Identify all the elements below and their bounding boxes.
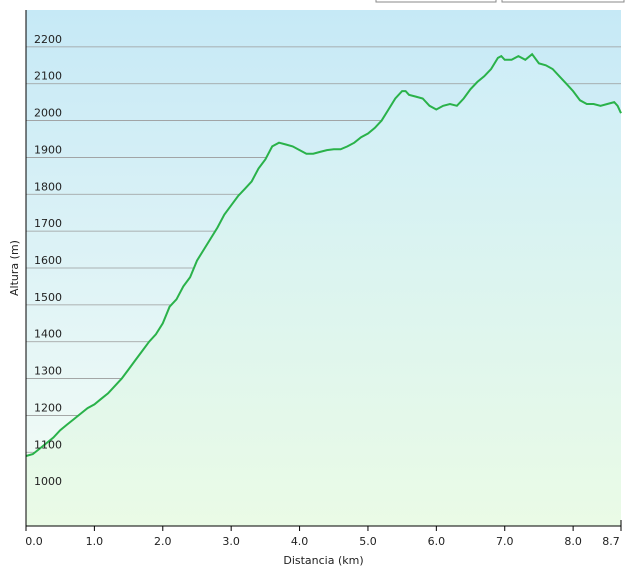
x-tick-label: 4.0: [291, 535, 309, 548]
x-tick-label: 8.0: [564, 535, 582, 548]
y-tick-label: 1500: [34, 291, 62, 304]
x-tick-label: 3.0: [222, 535, 240, 548]
y-tick-label: 1800: [34, 180, 62, 193]
y-tick-label: 2000: [34, 107, 62, 120]
x-tick-label: 8.7: [602, 535, 620, 548]
elevation-line: [25, 52, 622, 457]
top-tab-left[interactable]: [375, 0, 497, 3]
y-tick-label: 2200: [34, 33, 62, 46]
y-tick-label: 1300: [34, 365, 62, 378]
y-tick-label: 1200: [34, 401, 62, 414]
x-tick-labels: 0.0 1.0 2.0 3.0 4.0 5.0 6.0 7.0 8.0 8.7: [25, 535, 620, 548]
elevation-area: [26, 54, 621, 526]
y-tick-label: 1900: [34, 143, 62, 156]
top-tab-right[interactable]: [501, 0, 625, 3]
y-tick-label: 1600: [34, 254, 62, 267]
y-tick-label: 1700: [34, 217, 62, 230]
y-axis-title: Altura (m): [8, 240, 21, 296]
y-tick-label: 1100: [34, 438, 62, 451]
x-tick-label: 1.0: [86, 535, 104, 548]
y-tick-labels: 1000 1100 1200 1300 1400 1500 1600 1700 1800 1900…: [34, 33, 62, 488]
x-tick-label: 6.0: [428, 535, 446, 548]
x-axis-title: Distancia (km): [283, 554, 363, 567]
x-tick-label: 2.0: [154, 535, 172, 548]
axes: [25, 10, 622, 531]
x-tick-label: 0.0: [25, 535, 43, 548]
x-tick-label: 7.0: [496, 535, 514, 548]
y-tick-label: 1000: [34, 475, 62, 488]
x-tick-label: 5.0: [359, 535, 377, 548]
y-tick-label: 2100: [34, 70, 62, 83]
y-tick-label: 1400: [34, 328, 62, 341]
